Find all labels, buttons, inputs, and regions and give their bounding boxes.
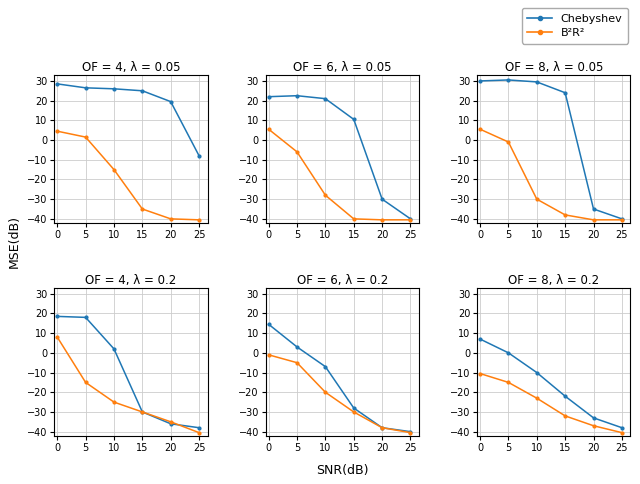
Title: OF = 4, λ = 0.05: OF = 4, λ = 0.05 (82, 61, 180, 74)
Chebyshev (82, 85, 90, 91)
B²R² (82, 379, 90, 385)
B²R² (504, 379, 512, 385)
B²R² (476, 126, 484, 132)
Text: SNR(dB): SNR(dB) (316, 464, 369, 477)
Line: Chebyshev: Chebyshev (479, 338, 623, 429)
Chebyshev (167, 421, 175, 427)
Line: Chebyshev: Chebyshev (268, 323, 412, 433)
Chebyshev (53, 81, 61, 87)
Title: OF = 8, λ = 0.05: OF = 8, λ = 0.05 (504, 61, 603, 74)
B²R² (350, 409, 358, 415)
B²R² (589, 217, 597, 223)
B²R² (406, 430, 414, 436)
B²R² (533, 395, 541, 401)
Chebyshev (476, 336, 484, 342)
B²R² (167, 216, 175, 222)
B²R² (350, 216, 358, 222)
Chebyshev (138, 409, 146, 415)
Chebyshev (321, 364, 329, 370)
Chebyshev (406, 216, 414, 222)
B²R² (82, 134, 90, 140)
B²R² (589, 423, 597, 429)
Chebyshev (82, 315, 90, 320)
B²R² (293, 360, 301, 365)
Chebyshev (406, 429, 414, 435)
B²R² (53, 334, 61, 340)
B²R² (618, 430, 626, 436)
Text: MSE(dB): MSE(dB) (8, 215, 20, 269)
Chebyshev (378, 425, 386, 431)
B²R² (476, 371, 484, 377)
B²R² (195, 430, 203, 436)
Chebyshev (167, 99, 175, 105)
B²R² (321, 389, 329, 395)
B²R² (406, 217, 414, 223)
Chebyshev (195, 153, 203, 159)
Chebyshev (618, 216, 626, 222)
Line: Chebyshev: Chebyshev (56, 315, 200, 429)
Line: Chebyshev: Chebyshev (56, 82, 200, 157)
Line: B²R²: B²R² (268, 128, 412, 221)
Chebyshev (110, 86, 118, 91)
B²R² (321, 192, 329, 198)
B²R² (618, 217, 626, 223)
Line: B²R²: B²R² (268, 353, 412, 434)
B²R² (378, 425, 386, 431)
B²R² (504, 139, 512, 145)
Line: Chebyshev: Chebyshev (268, 94, 412, 220)
Legend: Chebyshev, B²R²: Chebyshev, B²R² (522, 8, 628, 44)
B²R² (378, 217, 386, 223)
B²R² (561, 413, 569, 419)
B²R² (53, 128, 61, 134)
B²R² (265, 126, 273, 132)
Chebyshev (504, 350, 512, 356)
B²R² (533, 196, 541, 202)
B²R² (167, 419, 175, 425)
Chebyshev (293, 344, 301, 350)
B²R² (195, 217, 203, 223)
Chebyshev (561, 393, 569, 399)
Chebyshev (350, 117, 358, 122)
Chebyshev (561, 90, 569, 96)
Chebyshev (110, 346, 118, 352)
Chebyshev (618, 425, 626, 431)
B²R² (110, 399, 118, 405)
Chebyshev (350, 405, 358, 411)
B²R² (561, 212, 569, 218)
Chebyshev (504, 77, 512, 83)
Chebyshev (195, 425, 203, 431)
Chebyshev (378, 196, 386, 202)
Chebyshev (293, 93, 301, 99)
Chebyshev (265, 321, 273, 327)
B²R² (265, 352, 273, 358)
Title: OF = 8, λ = 0.2: OF = 8, λ = 0.2 (508, 273, 600, 287)
B²R² (293, 149, 301, 155)
Chebyshev (476, 78, 484, 84)
Line: B²R²: B²R² (479, 128, 623, 221)
B²R² (110, 166, 118, 172)
Chebyshev (265, 94, 273, 100)
Chebyshev (533, 79, 541, 85)
Chebyshev (321, 96, 329, 102)
B²R² (138, 409, 146, 415)
Line: B²R²: B²R² (56, 336, 200, 434)
Line: B²R²: B²R² (479, 372, 623, 434)
B²R² (138, 206, 146, 212)
Line: B²R²: B²R² (56, 130, 200, 221)
Title: OF = 4, λ = 0.2: OF = 4, λ = 0.2 (85, 273, 177, 287)
Chebyshev (589, 206, 597, 212)
Chebyshev (533, 370, 541, 376)
Chebyshev (53, 314, 61, 319)
Title: OF = 6, λ = 0.05: OF = 6, λ = 0.05 (293, 61, 392, 74)
Line: Chebyshev: Chebyshev (479, 78, 623, 220)
Chebyshev (589, 415, 597, 421)
Chebyshev (138, 88, 146, 94)
Title: OF = 6, λ = 0.2: OF = 6, λ = 0.2 (297, 273, 388, 287)
